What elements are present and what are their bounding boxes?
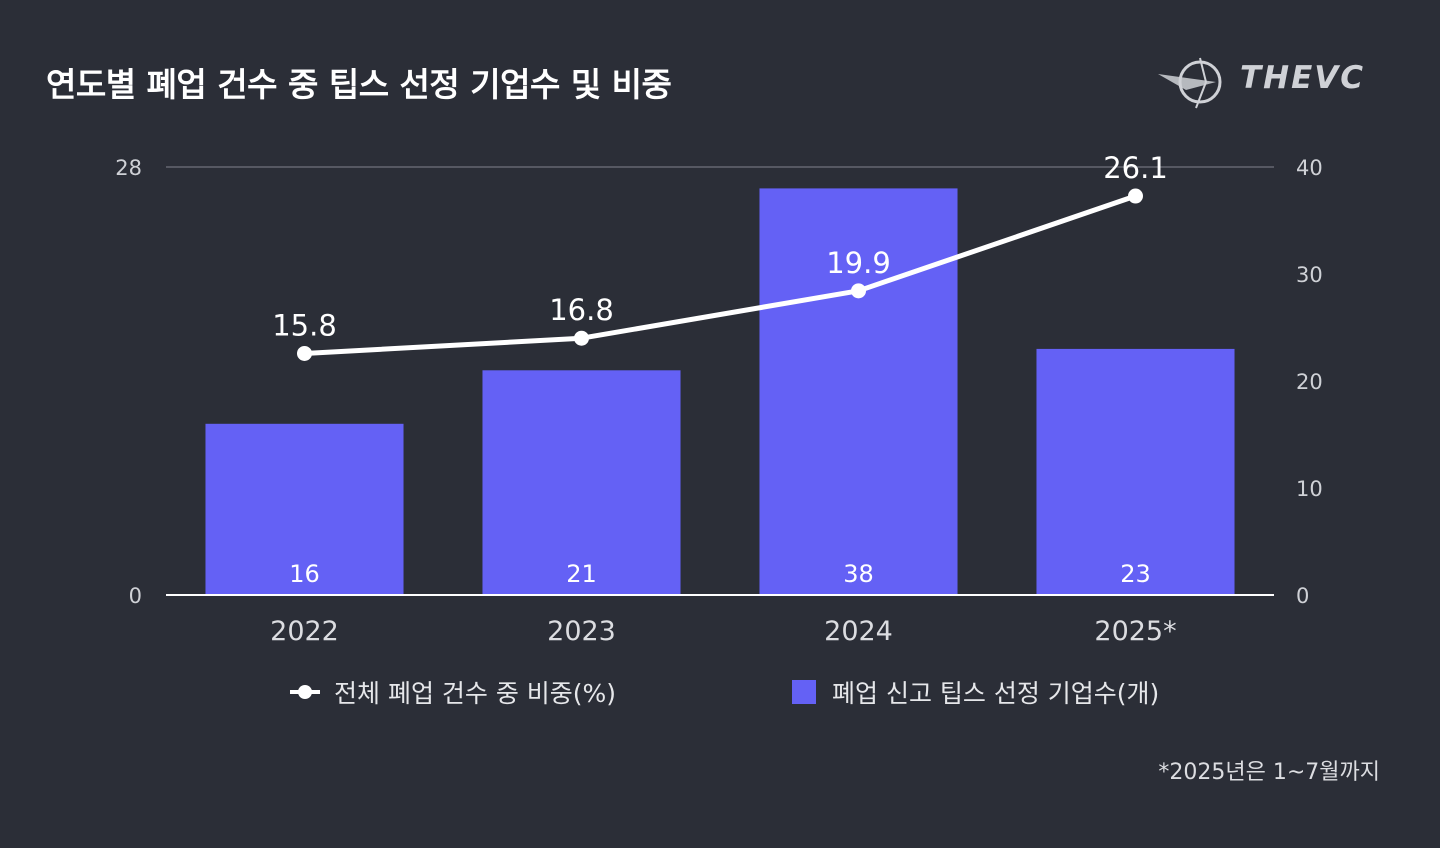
y-right-tick-0: 0 xyxy=(1296,584,1309,608)
ratio-line xyxy=(304,193,1137,356)
y-left-tick-0: 0 xyxy=(129,584,142,608)
ratio-label-0: 15.8 xyxy=(272,308,337,342)
footnote: *2025년은 1~7월까지 xyxy=(1158,760,1380,785)
legend-item-count[interactable]: 폐업 신고 팁스 선정 기업수(개) xyxy=(792,674,1159,710)
legend-item-ratio[interactable]: 전체 폐업 건수 중 비중(%) xyxy=(290,674,616,710)
legend-label-count: 폐업 신고 팁스 선정 기업수(개) xyxy=(832,679,1160,708)
bar-1 xyxy=(482,370,681,595)
legend-bar-marker-icon xyxy=(792,680,816,704)
bar-label-2: 38 xyxy=(843,560,874,588)
ratio-label-2: 19.9 xyxy=(826,246,891,280)
y-right-tick-1: 10 xyxy=(1296,477,1323,501)
ratio-label-3: 26.1 xyxy=(1103,151,1168,185)
x-tick-0: 2022 xyxy=(270,616,339,647)
bar-label-3: 23 xyxy=(1120,560,1151,588)
ratio-label-1: 16.8 xyxy=(549,293,614,327)
ratio-point-0 xyxy=(297,345,312,361)
legend: 전체 폐업 건수 중 비중(%) 폐업 신고 팁스 선정 기업수(개) xyxy=(0,674,1440,714)
x-tick-2: 2024 xyxy=(824,616,893,647)
x-tick-3: 2025* xyxy=(1094,616,1176,647)
y-left-tick-1: 28 xyxy=(115,156,142,180)
bar-label-0: 16 xyxy=(289,560,320,588)
legend-line-marker-icon xyxy=(290,685,320,699)
x-tick-1: 2023 xyxy=(547,616,616,647)
ratio-point-1 xyxy=(574,330,589,346)
bar-label-1: 21 xyxy=(566,560,597,588)
chart-title: 연도별 폐업 건수 중 팁스 선정 기업수 및 비중 xyxy=(46,65,672,104)
logo-emblem-icon xyxy=(1158,57,1222,109)
legend-label-ratio: 전체 폐업 건수 중 비중(%) xyxy=(334,679,617,708)
y-right-tick-4: 40 xyxy=(1296,156,1323,180)
ratio-point-2 xyxy=(851,283,866,299)
ratio-point-3 xyxy=(1128,188,1143,204)
y-right-tick-2: 20 xyxy=(1296,370,1323,394)
y-right-tick-3: 30 xyxy=(1296,263,1323,287)
logo-wordmark: THEVC xyxy=(1240,60,1366,96)
thevc-logo: THEVC xyxy=(1156,54,1386,112)
bar-0 xyxy=(205,423,404,595)
bar-3 xyxy=(1036,348,1235,595)
bar-2 xyxy=(759,188,958,595)
